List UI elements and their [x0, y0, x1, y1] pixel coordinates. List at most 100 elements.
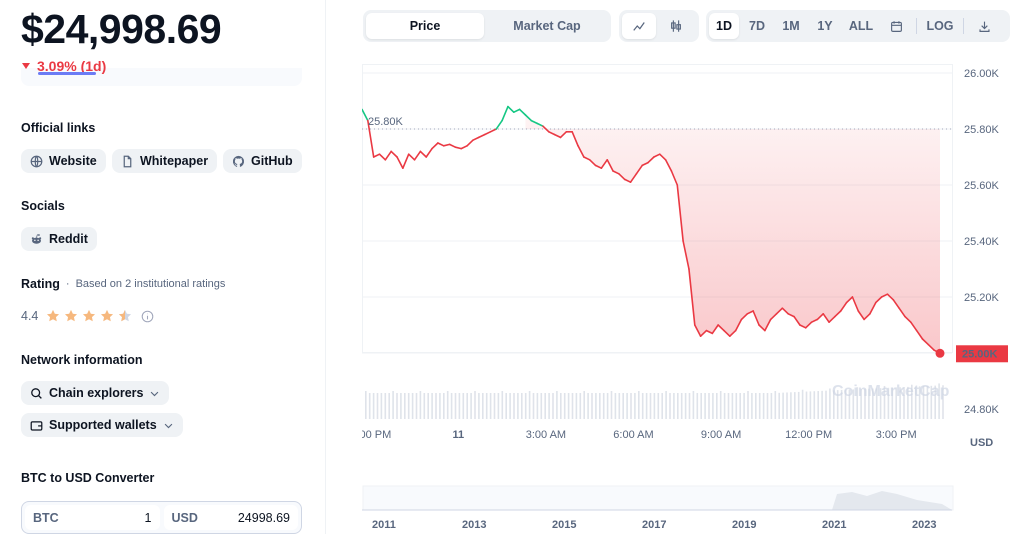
- price-line-segment: [729, 329, 737, 338]
- y-tick-label: 25.80K: [964, 124, 1000, 136]
- price-line-segment: [769, 313, 778, 321]
- current-price-label: 25.00K: [962, 348, 998, 360]
- volume-bar: [860, 389, 862, 419]
- volume-bar: [365, 391, 367, 419]
- price-line-segment: [489, 128, 498, 133]
- star-icon: [65, 309, 78, 322]
- range-1m[interactable]: 1M: [782, 19, 800, 33]
- to-amount[interactable]: 24998.69: [237, 510, 290, 525]
- x-tick-label: 3:00 PM: [876, 429, 917, 441]
- y-tick-label: 24.80K: [964, 404, 1000, 416]
- info-icon[interactable]: [141, 310, 154, 323]
- volume-bar: [544, 393, 546, 419]
- price-chart[interactable]: CoinMarketCap 26.00K 25.80K 25.60K 25.40K 25…: [350, 64, 1016, 534]
- navigator-year-label: 2021: [822, 519, 846, 531]
- price-line-segment: [758, 324, 766, 332]
- line-chart-button[interactable]: [622, 13, 656, 39]
- volume-bar: [743, 393, 745, 419]
- chain-explorers-label: Chain explorers: [49, 386, 144, 400]
- from-amount[interactable]: 1: [144, 510, 152, 525]
- volume-bar: [914, 386, 917, 419]
- calendar-button[interactable]: [881, 13, 911, 39]
- volume-bar: [805, 391, 808, 419]
- website-link[interactable]: Website: [21, 149, 106, 173]
- volume-bar: [595, 393, 597, 419]
- price-line-segment: [921, 338, 930, 346]
- range-7d[interactable]: 7D: [749, 19, 765, 33]
- to-field[interactable]: USD 24998.69: [163, 505, 298, 530]
- range-all[interactable]: ALL: [848, 19, 874, 33]
- tab-price[interactable]: Price: [366, 13, 484, 39]
- price-line-segment: [588, 159, 597, 167]
- website-label: Website: [49, 154, 97, 168]
- volume-bar: [778, 392, 780, 419]
- navigator-year-label: 2017: [642, 519, 666, 531]
- price-line-segment: [507, 105, 515, 114]
- volume-bar: [731, 393, 734, 419]
- caret-down-icon: [22, 63, 30, 69]
- volume-bar: [372, 393, 375, 419]
- price-line-segment: [501, 105, 509, 122]
- volume-bar: [474, 391, 476, 419]
- volume-bar: [485, 393, 488, 419]
- download-button[interactable]: [969, 13, 999, 39]
- volume-bar: [470, 393, 472, 419]
- volume-bar: [669, 393, 671, 419]
- range-1y[interactable]: 1Y: [817, 19, 833, 33]
- volume-bar: [634, 393, 636, 419]
- volume-bar: [766, 393, 769, 419]
- price-line-segment: [857, 310, 865, 321]
- volume-bar: [875, 388, 878, 419]
- volume-bar: [684, 393, 687, 419]
- volume-bar: [645, 393, 648, 419]
- price-line-segment: [746, 310, 754, 315]
- volume-bar: [610, 391, 613, 419]
- price-line-segment: [869, 301, 877, 315]
- price-line-segment: [699, 329, 708, 338]
- volume-bar: [770, 393, 773, 419]
- price-line-segment: [787, 313, 795, 318]
- volume-bar: [396, 393, 398, 419]
- price-line-segment: [542, 125, 550, 133]
- volume-bar: [439, 393, 441, 419]
- range-divider: [963, 18, 964, 34]
- x-tick-label: 3:00 AM: [526, 429, 566, 441]
- volume-bar: [680, 393, 683, 419]
- volume-bar: [836, 390, 839, 419]
- x-tick-label: 11: [453, 429, 465, 441]
- price-chart-svg: CoinMarketCap 26.00K 25.80K 25.60K 25.40K 25…: [350, 64, 1008, 531]
- rating-subtitle: Based on 2 institutional ratings: [75, 278, 226, 290]
- wallet-icon: [30, 420, 43, 431]
- price-line-segment: [384, 150, 392, 161]
- github-link[interactable]: GitHub: [223, 149, 302, 173]
- reddit-link[interactable]: Reddit: [21, 227, 97, 251]
- volume-bar: [942, 385, 944, 419]
- y-axis-unit: USD: [970, 437, 993, 449]
- chevron-down-icon: [164, 423, 172, 428]
- volume-bar: [571, 393, 574, 419]
- price-line-segment: [466, 139, 474, 147]
- range-1d[interactable]: 1D: [709, 13, 739, 39]
- volume-bar: [649, 393, 652, 419]
- whitepaper-link[interactable]: Whitepaper: [112, 149, 218, 173]
- price-change-value: 3.09% (1d): [37, 58, 107, 74]
- price-line-segment: [880, 293, 889, 298]
- document-icon: [123, 155, 132, 167]
- volume-bar: [482, 393, 484, 419]
- volume-bar: [524, 393, 527, 419]
- volume-bar: [708, 393, 710, 419]
- price-line-segment: [361, 108, 369, 122]
- candlestick-button[interactable]: [658, 13, 694, 39]
- volume-bar: [435, 393, 437, 419]
- log-scale-button[interactable]: LOG: [926, 19, 954, 33]
- coin-sidebar: $24,998.69 3.09% (1d) Official links Web…: [0, 0, 326, 534]
- price-line-segment: [618, 173, 626, 181]
- tab-market-cap[interactable]: Market Cap: [513, 19, 581, 33]
- supported-wallets-dropdown[interactable]: Supported wallets: [21, 413, 183, 437]
- volume-bar: [560, 393, 562, 419]
- from-field[interactable]: BTC 1: [25, 505, 160, 530]
- volume-bar: [509, 393, 511, 419]
- volume-bar: [907, 386, 909, 419]
- chain-explorers-dropdown[interactable]: Chain explorers: [21, 381, 170, 405]
- volume-bar: [868, 388, 870, 419]
